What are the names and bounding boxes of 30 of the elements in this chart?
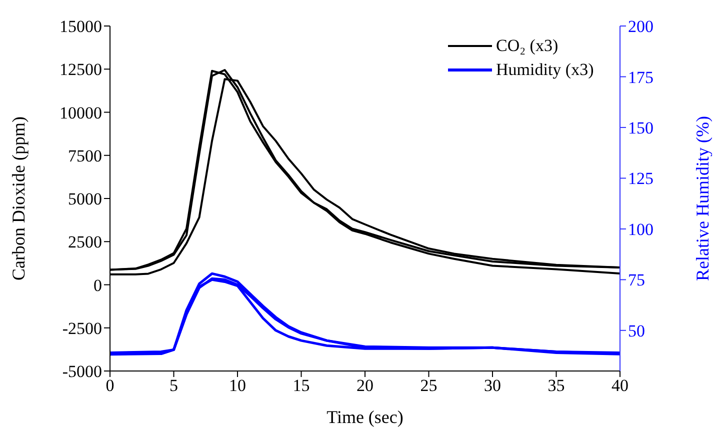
y2-tick-label: 150 bbox=[628, 118, 654, 138]
x-tick-label: 25 bbox=[420, 376, 438, 396]
x-tick-label: 0 bbox=[106, 376, 114, 396]
x-tick-label: 15 bbox=[292, 376, 310, 396]
y2-tick-label: 50 bbox=[628, 321, 645, 340]
x-tick-label: 30 bbox=[484, 376, 501, 396]
x-tick-label: 10 bbox=[229, 376, 246, 396]
y-tick-label: 15000 bbox=[60, 17, 102, 36]
y2-tick-label: 175 bbox=[628, 68, 654, 87]
x-tick-label: 20 bbox=[356, 376, 374, 396]
y2-axis-title: Relative Humidity (%) bbox=[692, 116, 712, 281]
y-tick-label: -2500 bbox=[62, 318, 102, 338]
y2-tick-label: 100 bbox=[628, 220, 654, 239]
y2-tick-label: 200 bbox=[628, 17, 654, 36]
y-tick-label: 12500 bbox=[60, 60, 102, 80]
y-tick-label: 7500 bbox=[68, 146, 102, 166]
y-tick-label: 0 bbox=[94, 276, 102, 295]
y2-tick-label: 75 bbox=[628, 270, 645, 290]
y-axis-title: Carbon Dioxide (ppm) bbox=[8, 116, 28, 280]
y-tick-label: -5000 bbox=[62, 362, 102, 382]
y-tick-label: 10000 bbox=[60, 103, 102, 122]
x-tick-label: 5 bbox=[170, 376, 178, 396]
y2-tick-label: 125 bbox=[628, 169, 654, 188]
x-tick-label: 40 bbox=[612, 376, 628, 396]
x-tick-label: 35 bbox=[548, 376, 565, 396]
y-tick-label: 5000 bbox=[68, 190, 102, 209]
legend-label: CO₂ (x3) bbox=[496, 36, 558, 56]
y-tick-label: 2500 bbox=[68, 232, 102, 252]
x-axis-title: Time (sec) bbox=[326, 407, 404, 427]
legend-label: Humidity (x3) bbox=[496, 60, 594, 80]
